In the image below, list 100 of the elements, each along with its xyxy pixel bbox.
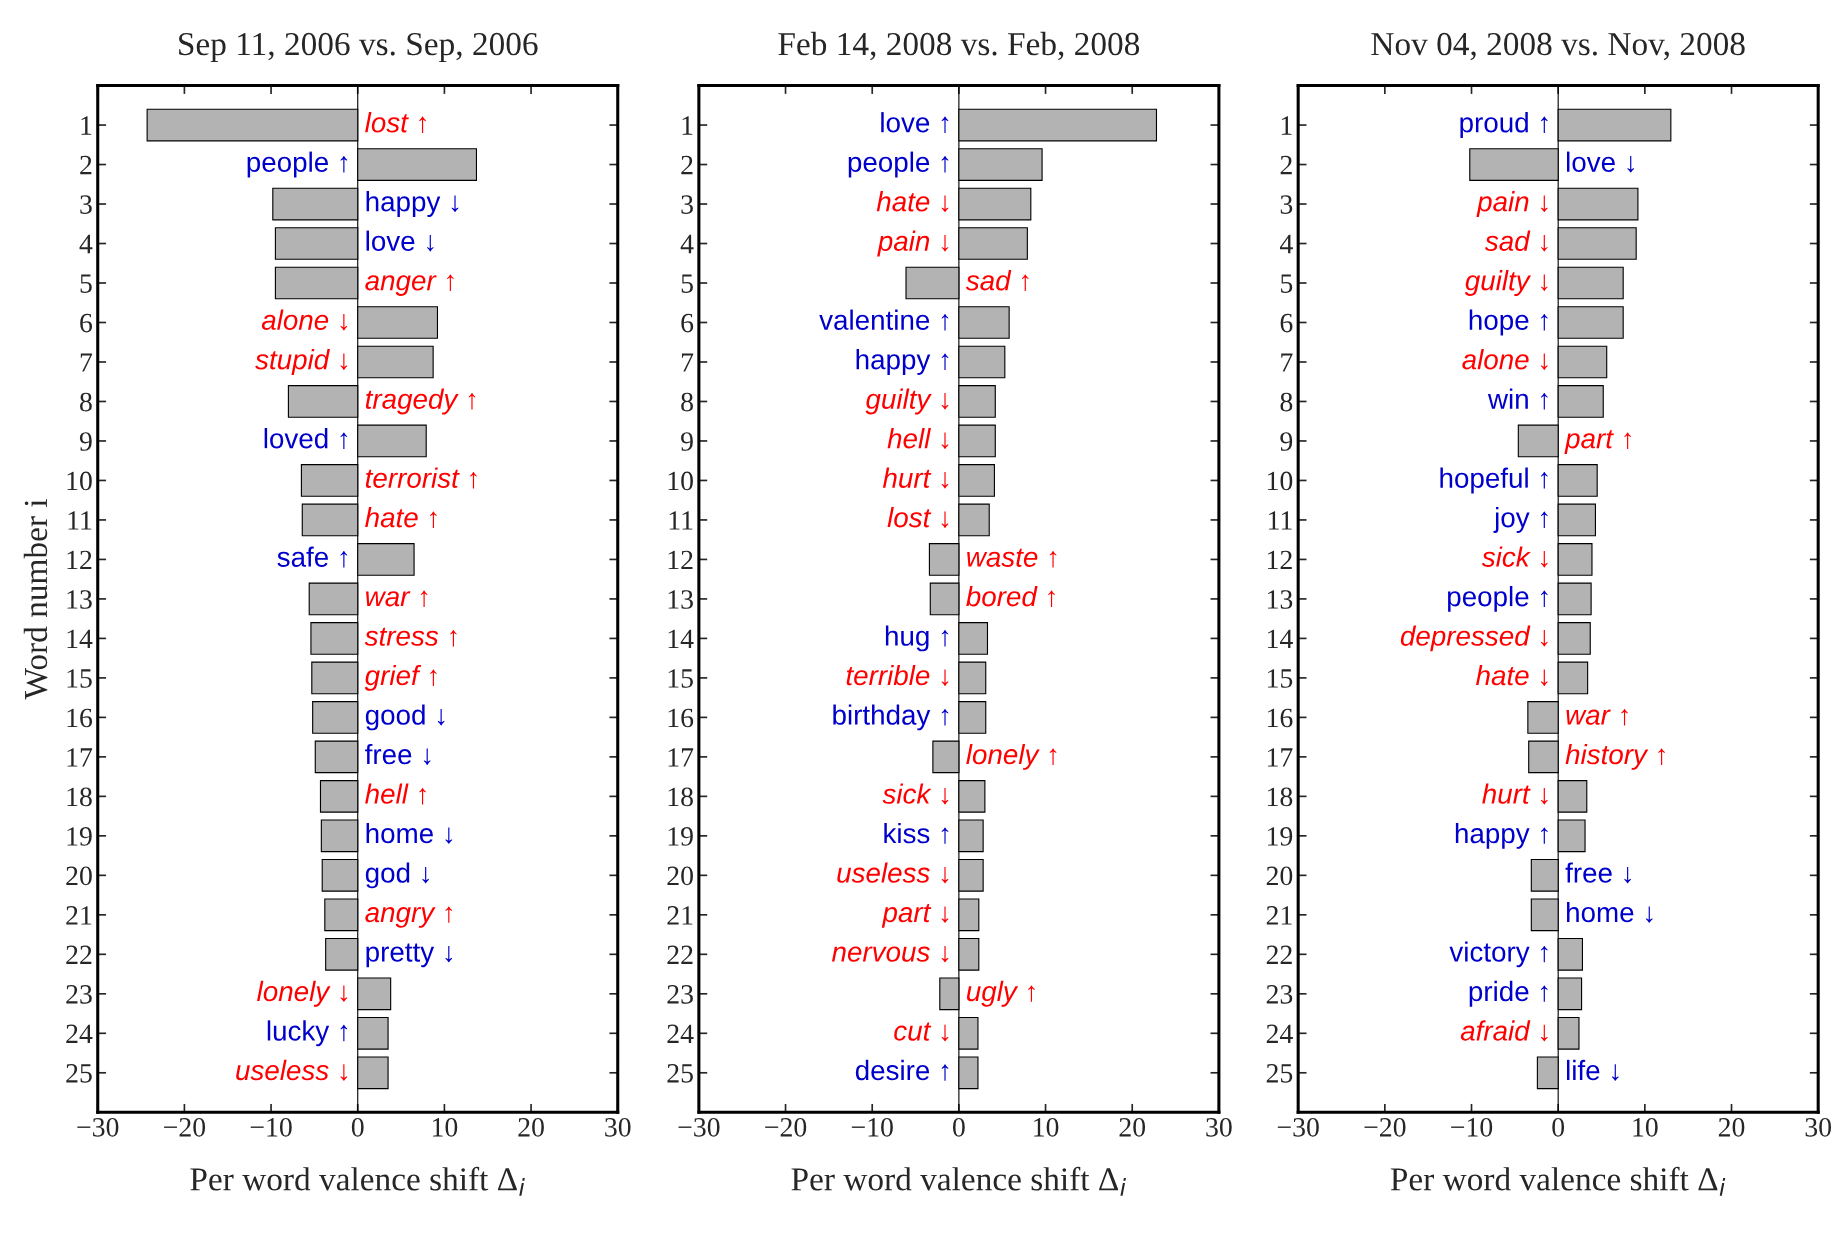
x-tick-label: −10 (1451, 1117, 1493, 1137)
data-label: guilty ↓ (865, 388, 949, 415)
y-tick-label: 8 (1280, 392, 1293, 412)
data-label: home ↓ (1567, 901, 1653, 923)
y-tick-label: 23 (66, 985, 92, 1004)
y-tick-label: 9 (1280, 432, 1293, 451)
x-tick-label: 0 (351, 1117, 364, 1137)
data-label: terrorist ↑ (365, 467, 477, 489)
y-tick-label: 4 (79, 234, 93, 254)
data-label: happy ↑ (1455, 822, 1548, 849)
data-label: sad ↓ (1484, 230, 1548, 252)
data-label: depressed ↓ (1400, 625, 1548, 652)
x-tick-label: −10 (851, 1117, 893, 1137)
data-label: useless ↓ (837, 862, 949, 884)
data-label: valentine ↑ (819, 309, 949, 331)
y-tick-label: 7 (80, 353, 93, 372)
data-label: history ↑ (1565, 743, 1665, 770)
data-label: lonely ↑ (966, 743, 1057, 770)
y-tick-label: 5 (681, 274, 693, 293)
y-tick-label: 2 (80, 155, 92, 175)
data-label: proud ↑ (1460, 112, 1548, 138)
y-tick-label: 7 (1281, 353, 1293, 372)
y-tick-label: 24 (66, 1024, 93, 1043)
data-label: angry ↑ (365, 906, 453, 928)
y-tick-label: 19 (67, 827, 92, 846)
data-label: hopeful ↑ (1440, 467, 1548, 494)
y-tick-label: 13 (67, 590, 92, 609)
data-label: pain ↓ (877, 230, 949, 257)
y-tick-label: 14 (668, 629, 694, 649)
x-tick-label: −30 (77, 1117, 119, 1137)
data-label: lucky ↑ (267, 1020, 348, 1047)
data-label: part ↑ (1564, 430, 1631, 454)
data-label: hell ↑ (365, 783, 426, 805)
data-label: happy ↓ (366, 191, 459, 217)
y-tick-label: 18 (668, 787, 693, 807)
data-label: hurt ↓ (1482, 783, 1548, 805)
data-label: joy ↑ (1493, 506, 1548, 533)
y-tick-label: 24 (1266, 1024, 1293, 1043)
data-label: alone ↓ (1462, 349, 1548, 370)
y-tick-label: 20 (667, 866, 693, 886)
y-tick-label: 22 (1266, 945, 1292, 964)
y-tick-label: 5 (80, 274, 92, 293)
y-tick-label: 25 (667, 1064, 693, 1083)
y-tick-label: 2 (1280, 155, 1292, 175)
x-tick-label: 0 (952, 1117, 965, 1137)
data-label: home ↓ (366, 822, 453, 844)
x-tick-label: 20 (1718, 1117, 1745, 1137)
y-tick-label: 1 (682, 116, 693, 135)
x-axis-title: Per word valence shift Δ$_{i}$ (1390, 1166, 1726, 1196)
y-tick-label: 14 (67, 629, 93, 649)
x-tick-label: 10 (1633, 1117, 1658, 1137)
y-tick-label: 10 (1267, 471, 1293, 491)
y-tick-label: 15 (668, 669, 693, 688)
y-tick-label: 19 (668, 827, 693, 846)
data-label: war ↑ (1566, 708, 1628, 726)
y-tick-label: 17 (67, 748, 93, 767)
y-tick-label: 8 (80, 392, 92, 412)
y-tick-label: 14 (1267, 629, 1293, 649)
y-tick-label: 5 (1281, 274, 1293, 293)
y-tick-label: 19 (1267, 827, 1293, 846)
data-label: alone ↓ (261, 309, 348, 331)
y-axis-title: Word number i (23, 499, 48, 700)
chart-title: Nov 04, 2008 vs. Nov, 2008 (1371, 32, 1745, 61)
data-label: people ↑ (247, 151, 348, 178)
y-tick-label: 18 (1267, 787, 1293, 807)
data-label: love ↓ (366, 230, 434, 252)
data-label: sick ↓ (882, 783, 949, 805)
x-tick-label: −20 (1364, 1117, 1406, 1137)
data-label: people ↑ (848, 151, 949, 178)
y-tick-label: 3 (80, 195, 92, 214)
x-tick-label: 30 (1805, 1117, 1832, 1137)
data-label: hug ↑ (885, 625, 949, 652)
data-label: afraid ↓ (1460, 1020, 1548, 1042)
y-tick-label: 13 (1267, 590, 1293, 609)
x-tick-label: −30 (678, 1117, 720, 1137)
y-tick-label: 22 (667, 945, 693, 964)
y-tick-label: 1 (81, 116, 92, 135)
data-label: lonely ↓ (257, 980, 348, 1007)
data-label: pretty ↓ (366, 943, 453, 968)
chart-title: Sep 11, 2006 vs. Sep, 2006 (179, 32, 538, 63)
data-label: terrible ↓ (846, 664, 949, 686)
y-tick-label: 23 (1266, 985, 1293, 1004)
data-label: win ↑ (1487, 388, 1548, 410)
data-label: god ↓ (365, 862, 429, 889)
data-label: good ↓ (365, 704, 445, 731)
y-tick-label: 15 (67, 669, 92, 688)
y-tick-label: 12 (668, 550, 693, 570)
y-tick-label: 21 (66, 906, 92, 925)
y-tick-label: 9 (79, 432, 92, 451)
data-label: victory ↑ (1449, 941, 1548, 968)
y-tick-label: 3 (1280, 195, 1293, 214)
x-tick-label: 10 (1034, 1117, 1059, 1137)
y-tick-label: 18 (67, 787, 92, 807)
data-label: pain ↓ (1476, 191, 1548, 217)
data-label: happy ↑ (856, 349, 949, 375)
data-label: hurt ↓ (882, 467, 949, 489)
y-tick-label: 11 (1269, 511, 1292, 530)
y-tick-label: 16 (67, 708, 93, 728)
y-tick-label: 10 (67, 471, 92, 491)
data-label: useless ↓ (236, 1059, 348, 1081)
